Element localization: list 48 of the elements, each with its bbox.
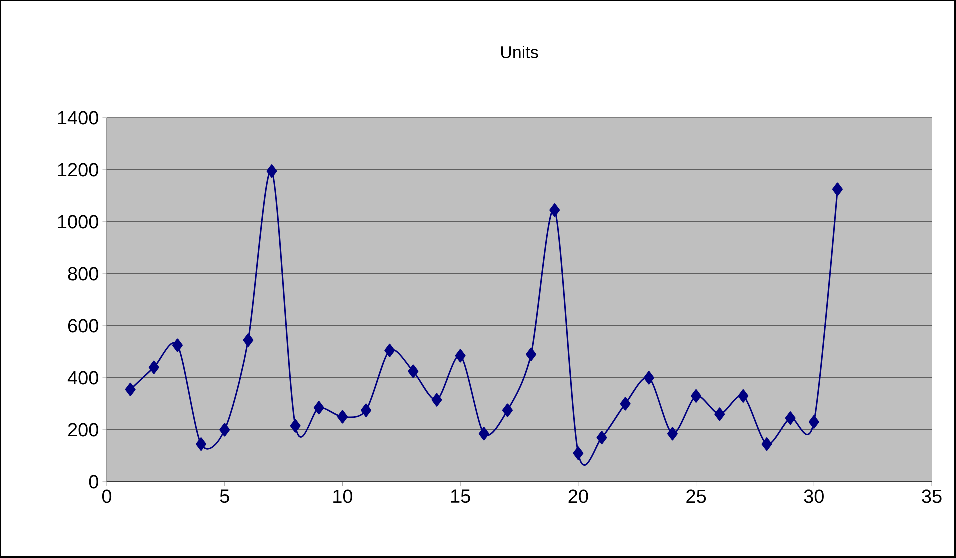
x-tick-label: 20 xyxy=(568,490,588,504)
point xyxy=(290,419,301,433)
point xyxy=(384,344,396,358)
x-tick-label: 35 xyxy=(922,490,942,504)
point xyxy=(314,401,324,415)
point xyxy=(408,364,419,378)
point xyxy=(620,397,631,411)
chart-title: Units xyxy=(501,46,538,58)
point xyxy=(337,410,348,424)
y-tick-label: 1200 xyxy=(58,163,98,177)
point xyxy=(196,438,207,452)
x-tick-label: 0 xyxy=(102,490,112,504)
y-tick-label: 400 xyxy=(68,371,98,385)
point xyxy=(526,348,537,362)
point xyxy=(667,427,678,441)
y-tick-label: 1000 xyxy=(58,215,98,229)
point xyxy=(762,438,772,452)
x-tick-label: 5 xyxy=(220,490,230,504)
point xyxy=(550,204,560,218)
point xyxy=(714,408,726,422)
y-tick-label: 600 xyxy=(68,319,98,333)
point xyxy=(148,360,160,374)
y-tick-label: 1400 xyxy=(58,111,98,125)
point xyxy=(785,412,796,426)
y-tick-label: 800 xyxy=(68,267,98,281)
point xyxy=(691,389,702,403)
point xyxy=(361,404,372,418)
point xyxy=(172,338,183,352)
point xyxy=(596,431,608,445)
point xyxy=(455,349,466,363)
point xyxy=(808,415,820,429)
point xyxy=(573,446,584,460)
point xyxy=(266,164,278,178)
point xyxy=(125,382,136,396)
x-tick-label: 30 xyxy=(804,490,824,504)
point xyxy=(738,389,749,403)
point xyxy=(220,423,230,437)
x-tick-label: 25 xyxy=(686,490,706,504)
x-tick-label: 10 xyxy=(334,490,353,504)
point xyxy=(502,404,513,418)
x-tick-label: 15 xyxy=(451,490,470,504)
point xyxy=(832,182,843,196)
point xyxy=(478,427,490,441)
point xyxy=(644,371,654,385)
point xyxy=(243,334,254,348)
y-tick-label: 0 xyxy=(89,475,98,489)
point xyxy=(432,393,442,407)
y-tick-label: 200 xyxy=(68,423,98,437)
